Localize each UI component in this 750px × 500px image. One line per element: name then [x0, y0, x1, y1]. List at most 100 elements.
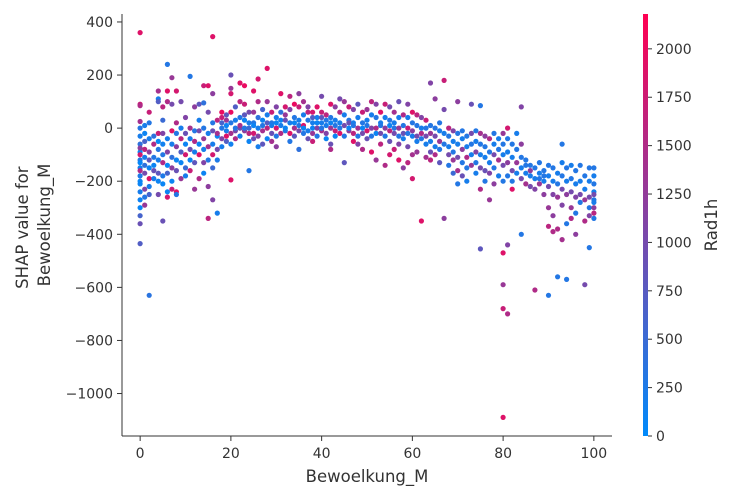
data-point [536, 170, 543, 176]
data-point [541, 168, 547, 174]
data-point [568, 189, 574, 195]
data-point [337, 120, 343, 126]
data-point [396, 99, 402, 105]
data-point [201, 146, 207, 152]
colorbar [643, 14, 648, 436]
data-point [477, 130, 483, 136]
data-point [482, 133, 488, 139]
data-point [210, 141, 216, 147]
data-point [450, 170, 456, 176]
data-point [264, 136, 270, 142]
data-point [241, 117, 248, 123]
data-point [391, 130, 397, 136]
data-point [305, 128, 311, 134]
data-point [523, 170, 529, 176]
y-tick-label: −1000 [66, 387, 113, 403]
data-point [573, 168, 579, 174]
data-point [350, 138, 356, 144]
data-point [182, 173, 189, 179]
data-point [450, 149, 456, 155]
data-point [364, 136, 370, 142]
data-point [310, 130, 316, 136]
data-point [468, 141, 474, 147]
data-point [373, 157, 379, 163]
data-point [155, 157, 161, 163]
data-point [500, 414, 506, 420]
data-point [196, 141, 202, 147]
data-point [455, 99, 461, 105]
data-point [496, 173, 502, 179]
data-point [273, 120, 279, 126]
data-point [418, 136, 424, 142]
data-point [173, 144, 179, 150]
data-point [210, 91, 216, 97]
data-point [545, 162, 552, 168]
data-point [337, 130, 343, 136]
data-point [518, 176, 524, 182]
colorbar-tick-label: 750 [656, 284, 683, 300]
data-point [378, 141, 384, 147]
data-point [169, 101, 175, 107]
data-point [355, 133, 361, 139]
x-axis-label: Bewoelkung_M [306, 467, 429, 487]
data-point [559, 202, 565, 208]
data-point [477, 141, 483, 147]
data-point [559, 141, 565, 147]
data-point [473, 149, 479, 155]
data-point [205, 109, 211, 115]
data-point [473, 170, 479, 176]
data-point [396, 125, 402, 131]
data-point [219, 136, 225, 142]
data-point [255, 125, 261, 131]
data-point [368, 125, 375, 131]
data-point [491, 181, 497, 187]
data-point [514, 170, 520, 176]
data-point [328, 114, 334, 121]
data-point [264, 120, 270, 126]
data-point [300, 112, 307, 118]
data-point [273, 133, 279, 139]
data-point [409, 120, 415, 126]
data-point [464, 144, 470, 150]
data-point [532, 287, 538, 293]
data-point [232, 136, 238, 142]
data-point [142, 202, 148, 208]
data-point [210, 34, 216, 40]
data-point [368, 112, 375, 118]
data-point [382, 162, 388, 168]
data-point [373, 130, 379, 136]
data-point [269, 138, 275, 144]
data-point [137, 141, 143, 147]
data-point [160, 160, 166, 166]
data-point [237, 80, 243, 86]
data-point [169, 141, 175, 147]
data-point [482, 178, 488, 184]
data-point [505, 149, 511, 155]
data-point [178, 99, 184, 105]
data-point [228, 109, 234, 115]
data-point [468, 130, 474, 136]
data-point [192, 149, 198, 155]
data-point [400, 130, 406, 136]
data-point [205, 215, 211, 221]
data-point [378, 109, 384, 115]
data-point [214, 117, 220, 123]
data-point [350, 122, 356, 129]
data-point [314, 125, 320, 131]
data-point [155, 170, 161, 176]
data-point [414, 138, 420, 144]
data-point [305, 117, 311, 123]
data-point [146, 109, 152, 115]
data-point [205, 183, 211, 190]
data-point [518, 231, 524, 237]
data-point [523, 181, 529, 187]
data-point [364, 117, 370, 123]
data-point [196, 117, 202, 123]
data-point [564, 221, 570, 227]
data-point [146, 165, 152, 171]
data-point [378, 130, 384, 136]
data-point [137, 145, 143, 151]
data-point [314, 133, 320, 139]
data-point [151, 162, 157, 168]
data-point [323, 136, 329, 142]
